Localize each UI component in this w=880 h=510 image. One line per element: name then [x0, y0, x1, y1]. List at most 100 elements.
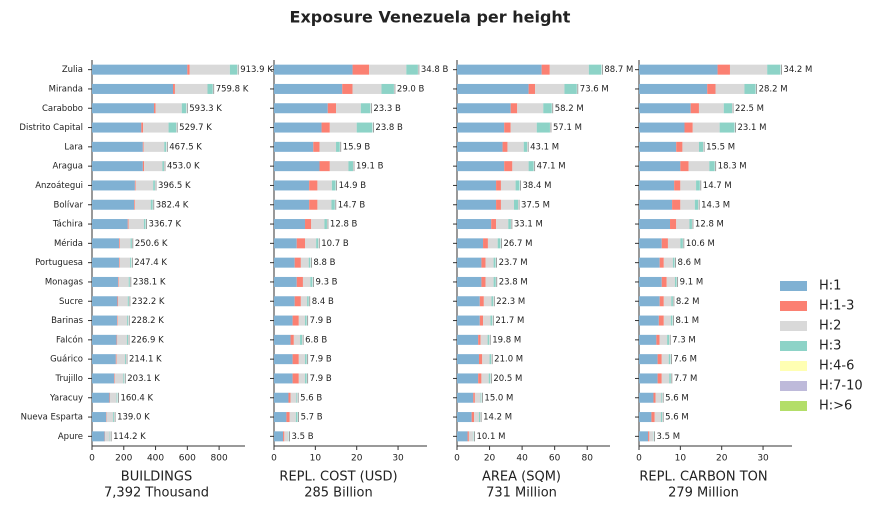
legend-label: H:1-3: [819, 299, 854, 314]
bar-segment: [535, 83, 565, 94]
bar-segment: [651, 412, 655, 423]
bar-segment: [517, 103, 544, 114]
bar-segment: [480, 334, 488, 345]
total-label: 58.2 M: [555, 104, 584, 114]
bar-segment: [690, 103, 699, 114]
bar-segment: [639, 373, 658, 384]
bar-segment: [663, 296, 672, 307]
bar-segment: [483, 238, 488, 249]
bar-segment: [767, 64, 781, 75]
bar-segment: [654, 412, 661, 423]
total-label: 15.9 B: [343, 142, 371, 152]
bar-segment: [305, 219, 312, 230]
bar-segment: [116, 392, 118, 403]
total-label: 33.1 M: [514, 220, 543, 230]
bar-segment: [471, 412, 475, 423]
total-label: 238.1 K: [133, 277, 166, 287]
bar-segment: [119, 238, 120, 249]
bar-segment: [309, 180, 318, 191]
bar-segment: [134, 180, 136, 191]
bar-segment: [356, 122, 373, 133]
bar-segment: [661, 276, 667, 287]
y-tick-label: Lara: [64, 142, 83, 152]
bar-segment: [639, 392, 654, 403]
bar-segment: [274, 199, 310, 210]
bar-segment: [317, 180, 332, 191]
bar-segment: [92, 122, 142, 133]
bar-segment: [663, 315, 671, 326]
bar-segment: [729, 64, 768, 75]
bar-segment: [485, 257, 494, 268]
bar-segment: [300, 257, 309, 268]
total-label: 336.7 K: [148, 220, 181, 230]
bar-segment: [502, 141, 508, 152]
total-label: 396.5 K: [158, 181, 191, 191]
bar-segment: [92, 412, 107, 423]
y-tick-label: Barinas: [51, 316, 83, 326]
bar-segment: [496, 219, 509, 230]
bar-segment: [274, 315, 293, 326]
total-label: 7.9 B: [310, 374, 332, 384]
bar-segment: [694, 199, 699, 210]
bar-segment: [479, 315, 484, 326]
y-tick-label: Monagas: [45, 277, 84, 287]
bar-segment: [329, 122, 357, 133]
bar-segment: [744, 83, 756, 94]
legend-swatch: [780, 321, 807, 331]
bar-segment: [187, 64, 190, 75]
total-label: 250.6 K: [135, 239, 168, 249]
x-axis-sublabel: 7,392 Thousand: [104, 486, 209, 501]
bar-segment: [474, 392, 481, 403]
x-tick-label: 200: [115, 454, 132, 464]
bar-segment: [92, 373, 115, 384]
bar-segment: [274, 373, 293, 384]
bar-segment: [684, 122, 693, 133]
x-tick-label: 20: [351, 454, 363, 464]
total-label: 5.6 M: [665, 393, 689, 403]
bar-segment: [406, 64, 418, 75]
bar-segment: [274, 238, 297, 249]
y-tick-label: Apure: [58, 432, 83, 442]
bar-segment: [457, 296, 480, 307]
bar-segment: [680, 161, 689, 172]
total-label: 57.1 M: [553, 123, 582, 133]
bar-segment: [294, 257, 301, 268]
bar-segment: [296, 276, 303, 287]
bar-segment: [317, 199, 332, 210]
bar-segment: [331, 199, 335, 210]
bar-segment: [493, 276, 496, 287]
bar-segment: [118, 296, 128, 307]
bar-segment: [648, 431, 650, 442]
legend-label: H:2: [819, 319, 841, 334]
bar-segment: [292, 373, 299, 384]
total-label: 37.5 M: [521, 200, 550, 210]
total-label: 73.6 M: [580, 84, 609, 94]
total-label: 226.9 K: [131, 335, 164, 345]
bar-segment: [300, 334, 303, 345]
bar-segment: [669, 373, 671, 384]
total-label: 12.8 M: [695, 220, 724, 230]
legend-label: H:4-6: [819, 359, 854, 374]
bar-segment: [496, 180, 501, 191]
bar-segment: [130, 257, 132, 268]
bar-segment: [135, 180, 154, 191]
bar-segment: [274, 392, 289, 403]
total-label: 382.4 K: [156, 200, 189, 210]
total-label: 913.9 K: [240, 65, 273, 75]
bar-segment: [488, 373, 491, 384]
total-label: 22.5 M: [735, 104, 764, 114]
bar-segment: [92, 219, 128, 230]
bar-segment: [128, 276, 130, 287]
bar-segment: [293, 334, 301, 345]
bar-segment: [155, 103, 182, 114]
bar-segment: [671, 296, 673, 307]
bar-segment: [289, 412, 296, 423]
total-label: 12.8 B: [330, 220, 358, 230]
legend-label: H:3: [819, 339, 841, 354]
bar-segment: [142, 161, 145, 172]
bar-segment: [549, 64, 589, 75]
bar-segment: [92, 296, 118, 307]
legend-label: H:1: [819, 279, 841, 294]
bar-segment: [639, 219, 671, 230]
bar-segment: [274, 83, 343, 94]
